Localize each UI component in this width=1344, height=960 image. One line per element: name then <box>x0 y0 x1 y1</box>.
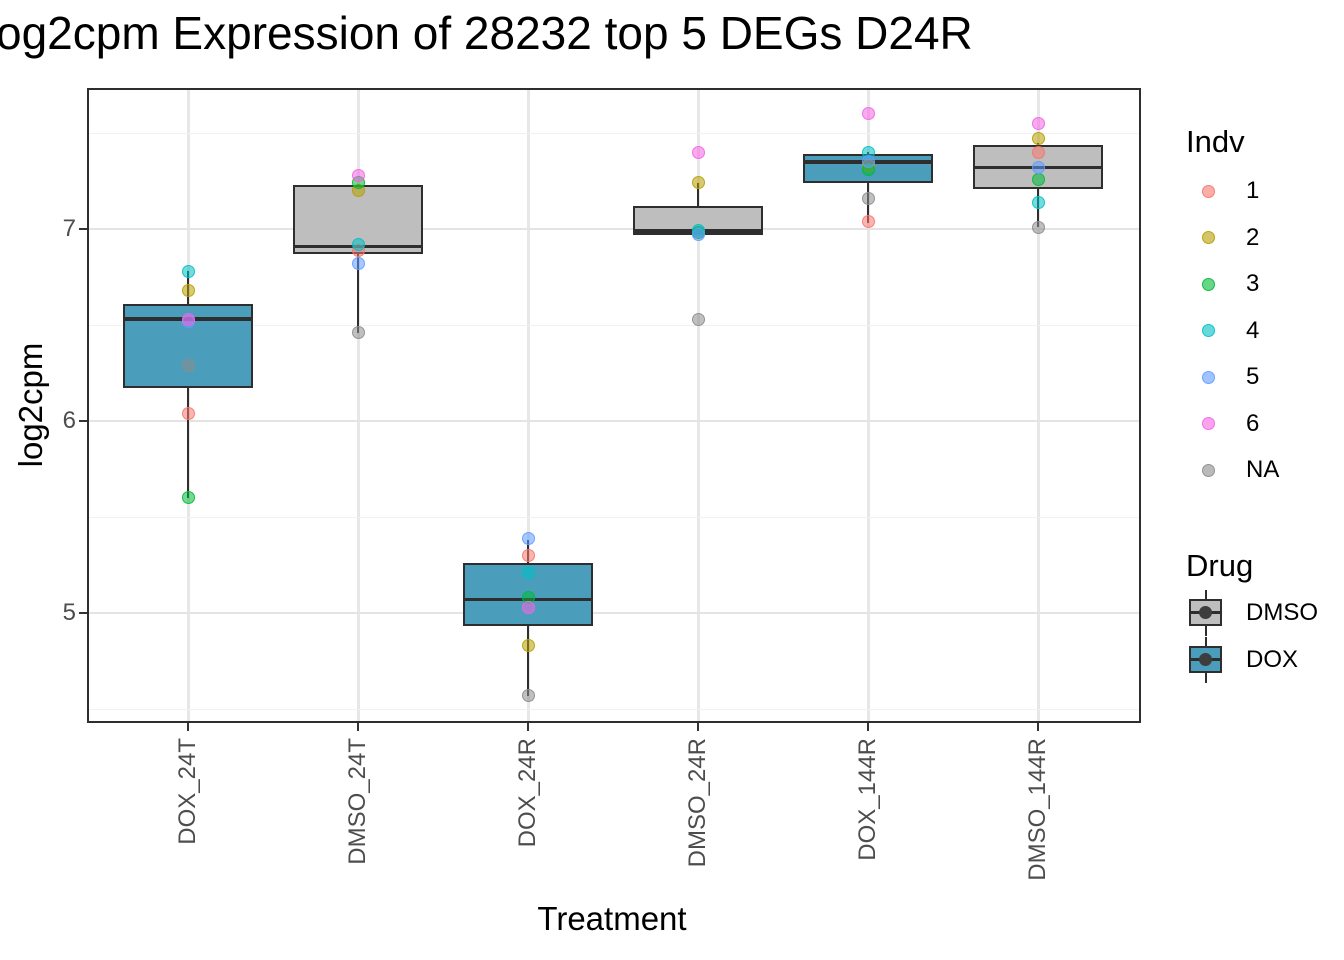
chart-title: og2cpm Expression of 28232 top 5 DEGs D2… <box>0 7 973 59</box>
y-tick-label-7: 7 <box>62 215 76 242</box>
gridline-x-DMSO_24T <box>356 90 360 721</box>
x-tick-mark-DMSO_144R <box>1037 723 1039 731</box>
point-DOX_24T-indv-2 <box>181 283 195 297</box>
x-tick-label-DOX_144R: DOX_144R <box>854 738 881 861</box>
x-tick-label-DOX_24T: DOX_24T <box>174 738 201 845</box>
gridline-x-DOX_144R <box>866 90 870 721</box>
legend-label-indv-1: 1 <box>1246 177 1260 204</box>
whisker-low-DOX_24R <box>527 626 529 696</box>
point-DMSO_144R-indv-NA <box>1031 220 1045 234</box>
legend-key-indv-5 <box>1202 370 1215 384</box>
legend-label-indv-2: 2 <box>1246 223 1260 251</box>
x-tick-label-DOX_24R: DOX_24R <box>514 738 541 848</box>
gridline-x-DMSO_144R <box>1036 90 1040 721</box>
legend-key-indv-6 <box>1202 417 1215 430</box>
legend-key-dot <box>1199 652 1212 666</box>
point-DMSO_144R-indv-4 <box>1031 195 1045 209</box>
legend-title-indv: Indv <box>1186 124 1245 159</box>
whisker-low-DOX_24T <box>187 388 189 498</box>
point-DOX_24R-indv-1 <box>521 548 535 562</box>
point-DOX_24R-indv-4 <box>521 566 535 580</box>
point-DMSO_24T-indv-6 <box>351 168 365 182</box>
legend-key-indv-1 <box>1202 184 1215 198</box>
y-tick-mark-6 <box>79 420 87 422</box>
point-DOX_24T-indv-4 <box>181 264 195 278</box>
point-DOX_144R-indv-NA <box>861 191 875 205</box>
point-DMSO_24T-indv-NA <box>351 326 365 340</box>
x-axis-title: Treatment <box>537 900 687 937</box>
x-tick-mark-DOX_24T <box>187 723 189 731</box>
point-DMSO_24R-indv-2 <box>691 176 705 190</box>
y-tick-label-5: 5 <box>62 599 76 626</box>
legend-key-indv-NA <box>1202 463 1215 477</box>
point-DMSO_144R-indv-6 <box>1031 116 1045 130</box>
legend-key-indv-4 <box>1202 324 1215 337</box>
point-DMSO_24T-indv-5 <box>351 257 365 271</box>
legend-label-indv-6: 6 <box>1246 409 1260 437</box>
gridline-x-DMSO_24R <box>696 90 700 721</box>
gridline-y-5 <box>89 612 1139 614</box>
x-tick-mark-DMSO_24R <box>697 723 699 731</box>
whisker-high-DMSO_24R <box>697 182 699 206</box>
point-DMSO_24T-indv-4 <box>351 237 365 251</box>
legend-key-drug-DMSO <box>1189 590 1225 636</box>
point-DMSO_144R-indv-2 <box>1031 132 1045 146</box>
point-DOX_24R-indv-6 <box>521 600 535 614</box>
point-DMSO_24R-indv-NA <box>691 312 705 326</box>
x-tick-label-DMSO_24T: DMSO_24T <box>344 738 371 865</box>
legend-label-indv-4: 4 <box>1246 316 1260 344</box>
legend-label-drug-DMSO: DMSO <box>1246 599 1318 626</box>
y-tick-mark-7 <box>79 228 87 230</box>
legend-label-indv-5: 5 <box>1246 363 1260 390</box>
y-axis-title: log2cpm <box>12 342 49 468</box>
point-DOX_24T-indv-1 <box>181 406 195 420</box>
x-tick-mark-DOX_144R <box>867 723 869 731</box>
point-DOX_144R-indv-6 <box>861 107 875 121</box>
whisker-low-DMSO_24T <box>357 253 359 333</box>
point-DOX_24R-indv-2 <box>521 639 535 653</box>
legend-label-indv-NA: NA <box>1246 456 1280 483</box>
gridline-y-minor-7.5 <box>89 132 1139 134</box>
point-DMSO_24R-indv-6 <box>691 145 705 159</box>
legend-label-drug-DOX: DOX <box>1246 646 1299 673</box>
gridline-y-minor-4.5 <box>89 708 1139 710</box>
gridline-y-minor-6.5 <box>89 324 1139 326</box>
point-DOX_24R-indv-5 <box>521 531 535 545</box>
point-DOX_144R-indv-1 <box>861 214 875 228</box>
x-tick-label-DMSO_144R: DMSO_144R <box>1024 738 1051 881</box>
legend-key-dot <box>1199 605 1212 619</box>
legend-label-indv-3: 3 <box>1246 270 1260 297</box>
gridline-y-7 <box>89 228 1139 230</box>
point-DOX_24T-indv-6 <box>181 312 195 326</box>
point-DMSO_144R-indv-5 <box>1031 161 1045 175</box>
point-DOX_24T-indv-NA <box>181 358 195 372</box>
x-tick-mark-DOX_24R <box>527 723 529 731</box>
y-tick-label-6: 6 <box>62 407 76 434</box>
point-DOX_24R-indv-NA <box>521 689 535 703</box>
plot-panel <box>87 88 1141 723</box>
point-DMSO_144R-indv-3 <box>1031 172 1045 186</box>
legend-key-drug-DOX <box>1189 637 1225 683</box>
point-DMSO_24R-indv-5 <box>691 228 705 242</box>
point-DOX_24T-indv-3 <box>181 491 195 505</box>
legend-key-indv-2 <box>1202 231 1215 244</box>
legend-key-indv-3 <box>1202 277 1215 291</box>
x-tick-mark-DMSO_24T <box>357 723 359 731</box>
x-tick-label-DMSO_24R: DMSO_24R <box>684 738 711 868</box>
y-tick-mark-5 <box>79 612 87 614</box>
legend-title-drug: Drug <box>1186 548 1254 583</box>
point-DOX_144R-indv-5 <box>861 155 875 169</box>
gridline-x-DOX_24R <box>526 90 530 721</box>
gridline-y-minor-5.5 <box>89 516 1139 518</box>
gridline-y-6 <box>89 420 1139 422</box>
point-DMSO_144R-indv-1 <box>1031 145 1045 159</box>
